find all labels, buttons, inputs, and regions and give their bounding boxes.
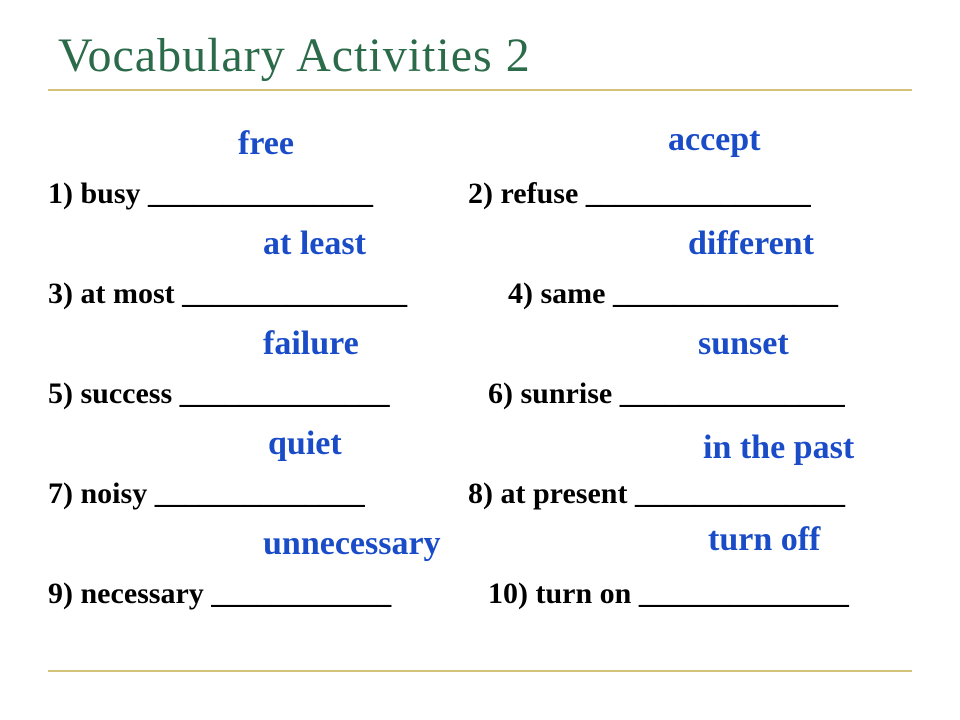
prompt-left: 5) success ______________ xyxy=(48,377,390,411)
prompt-word: busy xyxy=(81,177,141,210)
answer-text: at least xyxy=(263,225,366,263)
prompt-num: 4) xyxy=(508,277,533,310)
prompt-word: success xyxy=(81,377,173,410)
prompt-right: 8) at present ______________ xyxy=(468,477,845,511)
prompt-word: same xyxy=(541,277,606,310)
blank-line: _______________ xyxy=(182,277,407,310)
prompt-num: 5) xyxy=(48,377,73,410)
prompt-word: at present xyxy=(501,477,628,510)
answer-text: sunset xyxy=(698,325,789,363)
prompt-num: 8) xyxy=(468,477,493,510)
prompt-left: 3) at most _______________ xyxy=(48,277,407,311)
blank-line: _______________ xyxy=(620,377,845,410)
prompt-num: 9) xyxy=(48,577,73,610)
prompt-right: 2) refuse _______________ xyxy=(468,177,811,211)
answer-text: accept xyxy=(668,121,761,159)
answer-text: failure xyxy=(263,325,359,363)
prompt-word: refuse xyxy=(501,177,579,210)
prompt-right: 10) turn on ______________ xyxy=(488,577,849,611)
prompt-word: noisy xyxy=(81,477,148,510)
blank-line: ______________ xyxy=(155,477,365,510)
answer-text: quiet xyxy=(268,425,342,463)
blank-line: ______________ xyxy=(635,477,845,510)
blank-line: ____________ xyxy=(211,577,391,610)
prompt-word: turn on xyxy=(536,577,632,610)
prompt-left: 7) noisy ______________ xyxy=(48,477,365,511)
prompt-word: at most xyxy=(81,277,175,310)
prompt-word: necessary xyxy=(81,577,204,610)
blank-line: _______________ xyxy=(613,277,838,310)
exercise-row: at least different 3) at most __________… xyxy=(48,231,912,331)
blank-line: _______________ xyxy=(586,177,811,210)
exercise-row: quiet in the past 7) noisy _____________… xyxy=(48,431,912,531)
title-underline xyxy=(48,89,912,91)
prompt-num: 10) xyxy=(488,577,528,610)
answer-text: in the past xyxy=(703,429,854,467)
exercise-row: unnecessary turn off 9) necessary ______… xyxy=(48,531,912,631)
answer-text: free xyxy=(238,125,294,163)
answer-text: turn off xyxy=(708,521,820,559)
prompt-left: 9) necessary ____________ xyxy=(48,577,391,611)
exercise-row: failure sunset 5) success ______________… xyxy=(48,331,912,431)
bottom-underline xyxy=(48,670,912,672)
prompt-num: 6) xyxy=(488,377,513,410)
answer-text: different xyxy=(688,225,814,263)
slide: Vocabulary Activities 2 free accept 1) b… xyxy=(0,0,960,720)
prompt-num: 7) xyxy=(48,477,73,510)
blank-line: _______________ xyxy=(148,177,373,210)
exercise-row: free accept 1) busy _______________ 2) r… xyxy=(48,131,912,231)
blank-line: ______________ xyxy=(180,377,390,410)
blank-line: ______________ xyxy=(639,577,849,610)
exercise-rows: free accept 1) busy _______________ 2) r… xyxy=(48,131,912,631)
page-title: Vocabulary Activities 2 xyxy=(58,28,912,83)
prompt-word: sunrise xyxy=(521,377,613,410)
prompt-num: 3) xyxy=(48,277,73,310)
prompt-num: 1) xyxy=(48,177,73,210)
prompt-right: 4) same _______________ xyxy=(508,277,838,311)
prompt-right: 6) sunrise _______________ xyxy=(488,377,845,411)
prompt-num: 2) xyxy=(468,177,493,210)
prompt-left: 1) busy _______________ xyxy=(48,177,373,211)
answer-text: unnecessary xyxy=(263,525,441,563)
